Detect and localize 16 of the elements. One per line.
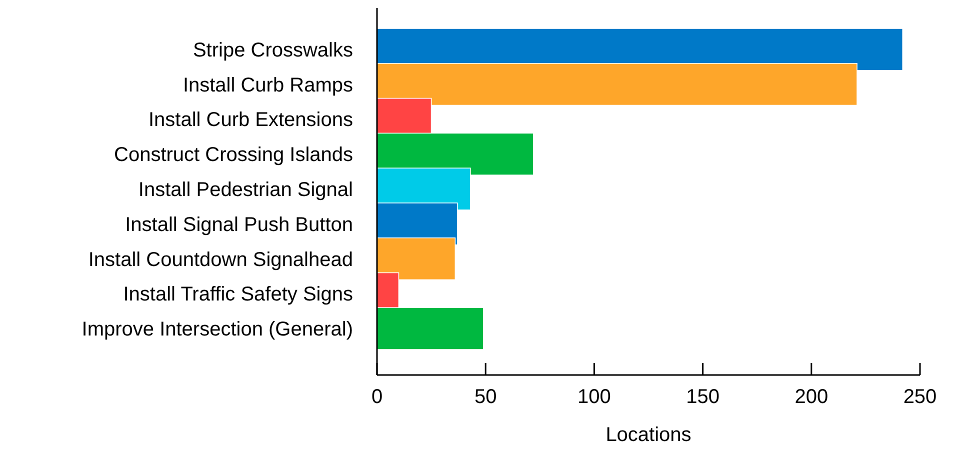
x-axis-title: Locations [606, 424, 692, 446]
x-tick-label: 100 [578, 386, 611, 408]
y-tick-label: Install Signal Push Button [125, 214, 353, 236]
y-tick-label: Install Traffic Safety Signs [123, 284, 353, 306]
x-tick-label: 250 [903, 386, 937, 408]
y-tick-label: Install Countdown Signalhead [88, 248, 353, 271]
x-tick-label: 0 [371, 386, 383, 408]
y-tick-label: Improve Intersection (General) [82, 318, 353, 341]
y-tick-label: Install Pedestrian Signal [138, 179, 353, 201]
x-tick-label: 50 [474, 386, 497, 408]
x-tick-label: 150 [686, 386, 720, 408]
y-tick-label: Construct Crossing Islands [114, 144, 353, 166]
y-tick-label: Stripe Crosswalks [192, 39, 353, 62]
x-tick-label: 200 [794, 386, 828, 408]
y-tick-label: Install Curb Extensions [148, 109, 353, 132]
y-tick-label: Install Curb Ramps [182, 74, 353, 96]
